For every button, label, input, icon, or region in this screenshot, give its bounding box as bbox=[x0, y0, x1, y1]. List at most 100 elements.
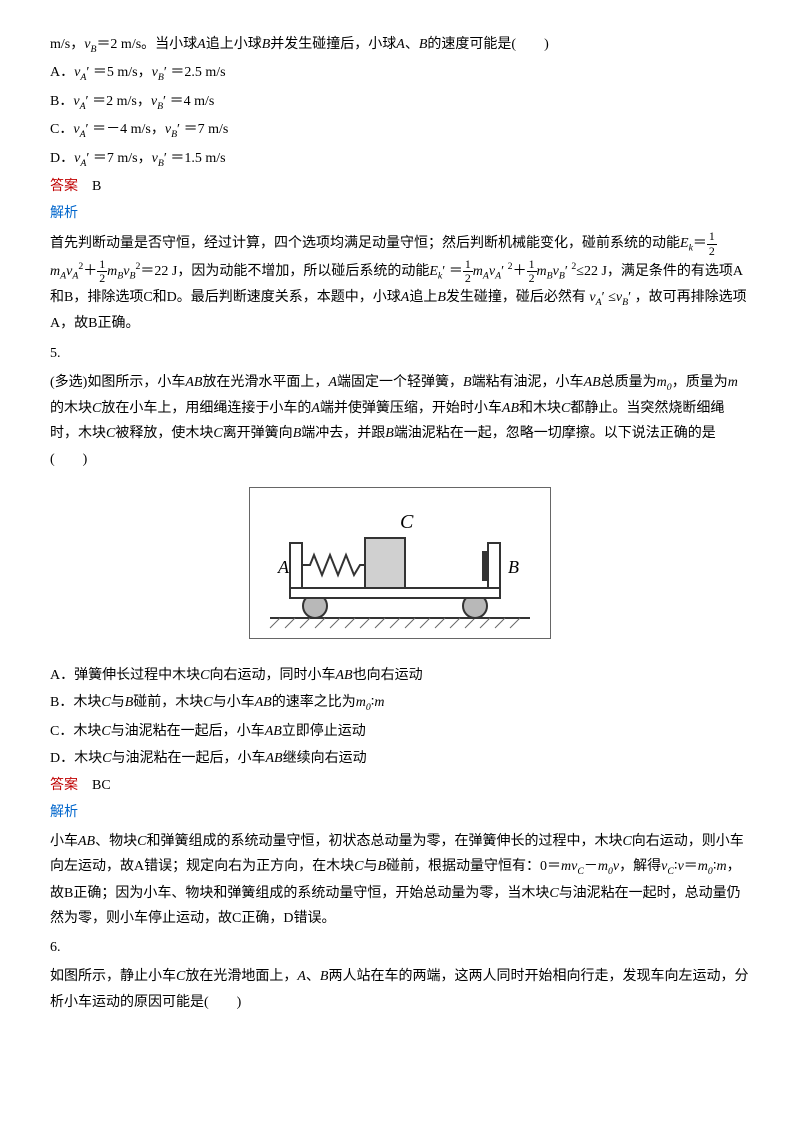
text: 如图所示，静止小车 bbox=[50, 969, 176, 984]
cart-spring-diagram: A B C bbox=[260, 503, 540, 633]
text: 的木块 bbox=[50, 401, 92, 416]
E: E bbox=[429, 264, 438, 279]
answer-label: 答案 bbox=[50, 778, 78, 793]
fraction-half: 12 bbox=[97, 258, 107, 285]
option-D: D．vA′ ＝7 m/s，vB′ ＝1.5 m/s bbox=[50, 146, 750, 172]
le: ′ ≤ bbox=[602, 290, 616, 305]
wall-A bbox=[290, 543, 302, 588]
explain-heading: 解析 bbox=[50, 201, 750, 226]
denominator: 2 bbox=[527, 272, 537, 285]
var-C: C bbox=[549, 886, 558, 901]
var-A: A bbox=[297, 969, 306, 984]
text: 的速度可能是( ) bbox=[427, 37, 548, 52]
var-B: B bbox=[463, 375, 472, 390]
text: 也向右运动 bbox=[353, 668, 423, 683]
var-C: C bbox=[561, 401, 570, 416]
var-A: A bbox=[328, 375, 337, 390]
fraction-half: 12 bbox=[527, 258, 537, 285]
explain-label: 解析 bbox=[50, 805, 78, 820]
numerator: 1 bbox=[707, 230, 717, 244]
var-A: A bbox=[197, 37, 206, 52]
var-C: C bbox=[92, 401, 101, 416]
answer-line: 答案 B bbox=[50, 174, 750, 199]
question-6-stem: 如图所示，静止小车C放在光滑地面上，A、B两人站在车的两端，这两人同时开始相向行… bbox=[50, 964, 750, 1014]
var-C: C bbox=[106, 426, 115, 441]
text: ＝22 bbox=[140, 264, 168, 279]
opt-label: D． bbox=[50, 151, 74, 166]
m: m bbox=[374, 695, 384, 710]
var-AB: AB bbox=[265, 724, 282, 739]
explanation-1: 首先判断动量是否守恒，经过计算，四个选项均满足动量守恒；然后判断机械能变化，碰前… bbox=[50, 230, 750, 336]
answer-line-2: 答案 BC bbox=[50, 773, 750, 798]
text: 发生碰撞，碰后必然有 bbox=[446, 290, 586, 305]
ground-hatch bbox=[270, 618, 520, 628]
text: D．木块 bbox=[50, 751, 102, 766]
answer-label: 答案 bbox=[50, 179, 78, 194]
text: ，质量为 bbox=[672, 375, 728, 390]
answer-value: B bbox=[78, 179, 101, 194]
text: ′ ＝2.5 m/s bbox=[164, 65, 226, 80]
text: m/s， bbox=[50, 37, 84, 52]
text: ＝2 m/s。当小球 bbox=[96, 37, 197, 52]
text: 端并使弹簧压缩，开始时小车 bbox=[320, 401, 502, 416]
eq: ＝ bbox=[684, 859, 698, 874]
opt-label: C． bbox=[50, 122, 73, 137]
physics-diagram: A B C bbox=[50, 487, 750, 648]
text: 首先判断动量是否守恒，经过计算，四个选项均满足动量守恒；然后判断机械能变化，碰前… bbox=[50, 236, 680, 251]
fraction-half: 12 bbox=[463, 258, 473, 285]
text: ′ ＝5 m/s， bbox=[86, 65, 151, 80]
label-C: C bbox=[400, 511, 414, 533]
text: 碰前，木块 bbox=[133, 695, 203, 710]
q5-option-C: C．木块C与油泥粘在一起后，小车AB立即停止运动 bbox=[50, 719, 750, 744]
m: m bbox=[537, 264, 547, 279]
numerator: 1 bbox=[463, 258, 473, 272]
var-B: B bbox=[377, 859, 386, 874]
label-B: B bbox=[508, 557, 519, 577]
mv: mv bbox=[561, 859, 577, 874]
var-B: B bbox=[262, 37, 271, 52]
denominator: 2 bbox=[707, 245, 717, 258]
text: 和木块 bbox=[519, 401, 561, 416]
label-A: A bbox=[277, 557, 290, 577]
fraction-half: 12 bbox=[707, 230, 717, 257]
text: J，因为动能不增加，所以碰后系统的动能 bbox=[172, 264, 429, 279]
text: A．弹簧伸长过程中木块 bbox=[50, 668, 200, 683]
text: 离开弹簧向 bbox=[223, 426, 293, 441]
var-AB: AB bbox=[185, 375, 202, 390]
answer-value: BC bbox=[78, 778, 111, 793]
m: m bbox=[698, 859, 708, 874]
text: 的速率之比为 bbox=[272, 695, 356, 710]
var-B: B bbox=[437, 290, 446, 305]
opt-label: A． bbox=[50, 65, 74, 80]
var-A: A bbox=[396, 37, 405, 52]
text: 与 bbox=[111, 695, 125, 710]
text: C．木块 bbox=[50, 724, 101, 739]
var-AB: AB bbox=[255, 695, 272, 710]
m: m bbox=[107, 264, 117, 279]
explain-label: 解析 bbox=[50, 206, 78, 221]
text: 被释放，使木块 bbox=[115, 426, 213, 441]
text: 放在光滑水平面上， bbox=[202, 375, 328, 390]
var-AB: AB bbox=[502, 401, 519, 416]
option-C: C．vA′ ＝－4 m/s，vB′ ＝7 m/s bbox=[50, 117, 750, 143]
var-AB: AB bbox=[584, 375, 601, 390]
var-AB: AB bbox=[78, 834, 95, 849]
text: B．木块 bbox=[50, 695, 101, 710]
numerator: 1 bbox=[527, 258, 537, 272]
q5-option-B: B．木块C与B碰前，木块C与小车AB的速率之比为m0∶m bbox=[50, 690, 750, 716]
text: ′ ＝－4 m/s， bbox=[86, 122, 165, 137]
text: ′ ＝7 m/s bbox=[177, 122, 228, 137]
text: ′ ＝2 m/s， bbox=[86, 94, 151, 109]
text: (多选)如图所示，小车 bbox=[50, 375, 185, 390]
spring-icon bbox=[302, 555, 365, 575]
diagram-frame: A B C bbox=[249, 487, 551, 639]
block-C bbox=[365, 538, 405, 588]
numerator: 1 bbox=[97, 258, 107, 272]
problem4-continuation: m/s，vB＝2 m/s。当小球A追上小球B并发生碰撞后，小球A、B的速度可能是… bbox=[50, 32, 750, 58]
q5-option-D: D．木块C与油泥粘在一起后，小车AB继续向右运动 bbox=[50, 746, 750, 771]
text: 小车 bbox=[50, 834, 78, 849]
var-C: C bbox=[176, 969, 185, 984]
eq: ＝ bbox=[693, 236, 707, 251]
plus: ＋ bbox=[83, 264, 97, 279]
option-B: B．vA′ ＝2 m/s，vB′ ＝4 m/s bbox=[50, 89, 750, 115]
